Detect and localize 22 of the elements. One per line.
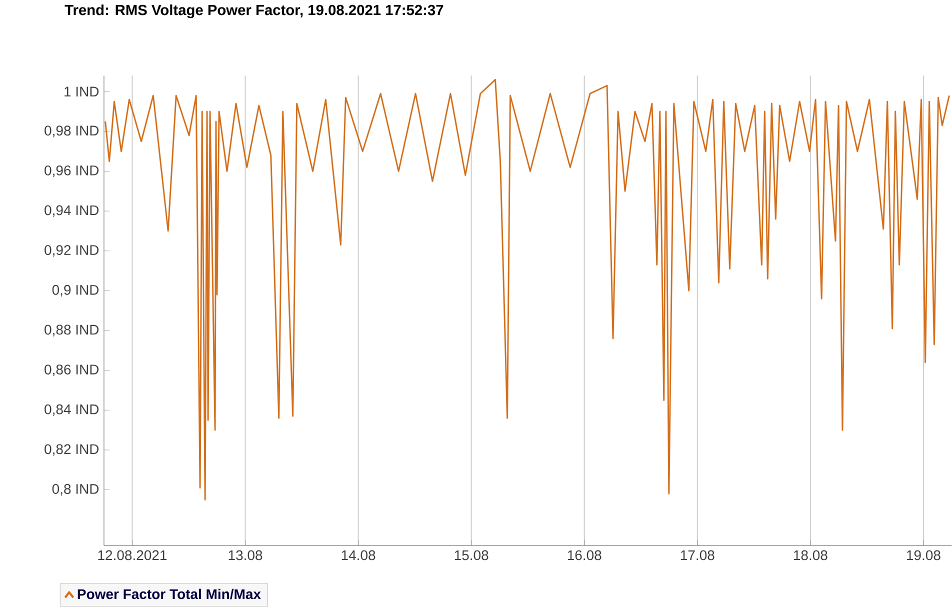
y-tick-label: 0,86 IND [44,364,99,376]
x-tick-label: 15.08 [454,550,488,560]
y-tick-label: 1 IND [64,87,99,97]
x-tick-label: 16.08 [568,550,602,560]
x-tick-label: 12.08.2021 [98,550,167,560]
y-tick-label: 0,9 IND [52,285,99,297]
y-tick-label: 0,84 IND [44,404,99,416]
x-tick-label: 18.08 [794,550,828,560]
x-tick-label: 13.08 [228,550,262,560]
chart-title: Trend: RMS Voltage Power Factor, 19.08.2021 17:52:37 [64,4,444,18]
x-tick-label: 17.08 [680,550,714,560]
y-tick-label: 0,92 IND [44,245,99,257]
x-tick-label: 19.08 [907,550,940,560]
legend-label: Power Factor Total Min/Max [78,589,261,600]
x-tick-label: 14.08 [342,550,376,560]
y-tick-label: 0,82 IND [44,444,99,456]
y-tick-label: 0,98 IND [44,126,99,138]
y-tick-label: 0,94 IND [44,206,99,218]
line-series [104,79,950,501]
y-tick-label: 0,88 IND [44,324,99,337]
y-tick-label: 0,96 IND [44,166,99,178]
y-tick-label: 0,8 IND [52,484,99,496]
